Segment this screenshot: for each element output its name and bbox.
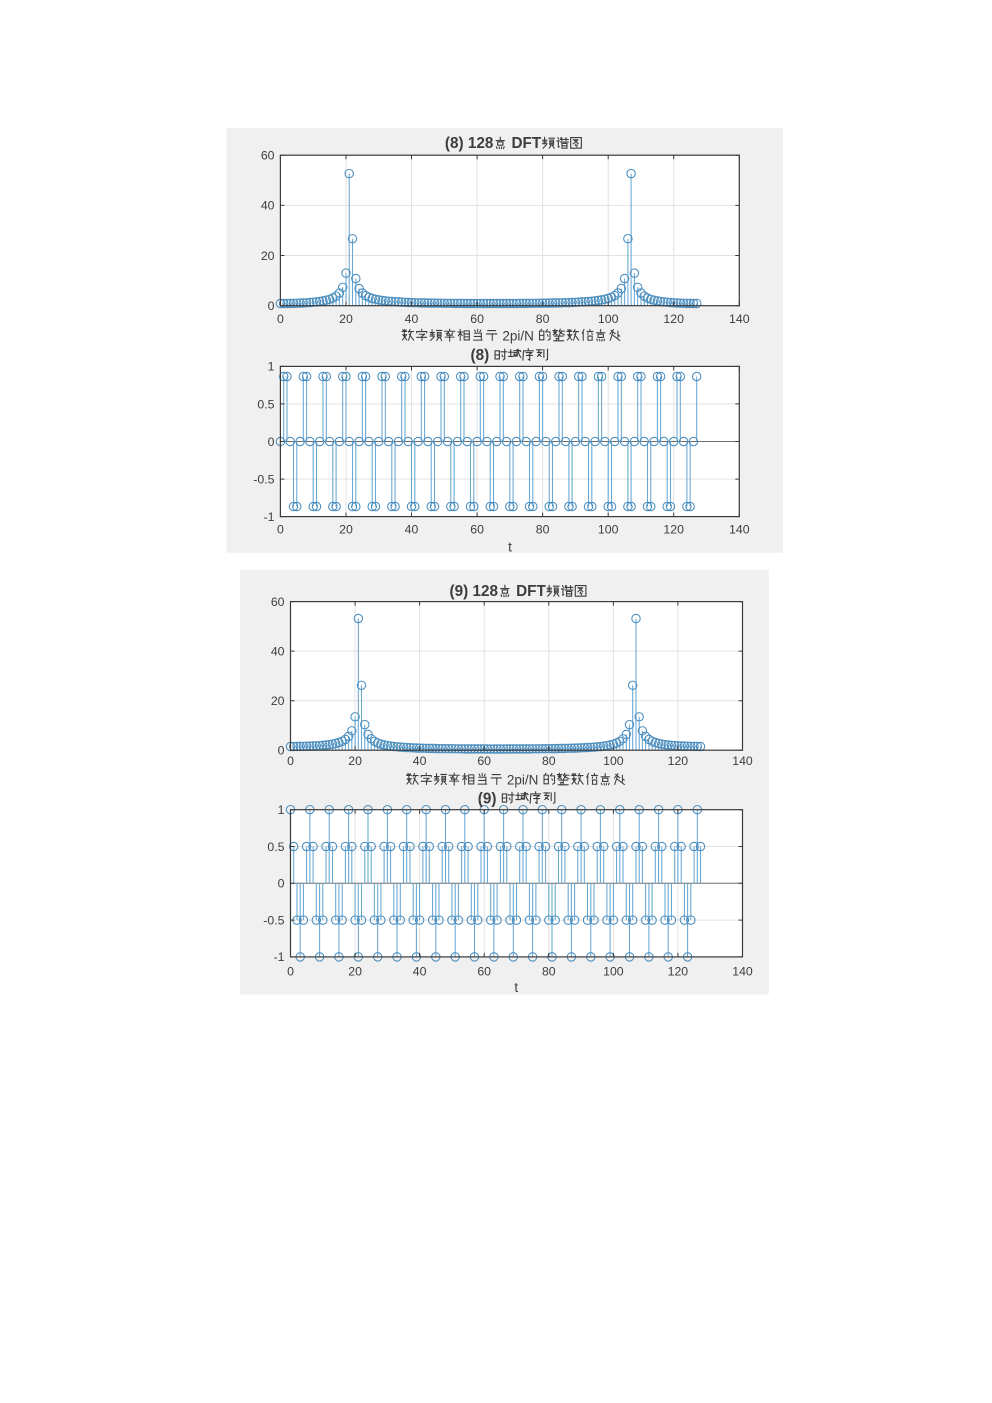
svg-text:100: 100 bbox=[598, 523, 619, 537]
svg-text:2pi/N: 2pi/N bbox=[507, 773, 539, 788]
svg-text:40: 40 bbox=[261, 199, 275, 213]
svg-text:60: 60 bbox=[477, 754, 491, 768]
svg-text:60: 60 bbox=[470, 523, 484, 537]
svg-text:-1: -1 bbox=[264, 510, 275, 524]
svg-text:(8): (8) bbox=[471, 347, 490, 364]
svg-text:140: 140 bbox=[732, 754, 753, 768]
svg-text:40: 40 bbox=[271, 644, 285, 658]
svg-text:120: 120 bbox=[663, 312, 684, 326]
svg-text:20: 20 bbox=[261, 249, 275, 263]
svg-text:120: 120 bbox=[663, 523, 684, 537]
svg-text:1: 1 bbox=[268, 360, 275, 374]
svg-text:-1: -1 bbox=[274, 950, 285, 964]
svg-text:60: 60 bbox=[271, 595, 285, 609]
svg-text:1: 1 bbox=[278, 803, 285, 817]
svg-text:20: 20 bbox=[339, 523, 353, 537]
svg-text:0: 0 bbox=[287, 754, 294, 768]
svg-text:80: 80 bbox=[536, 312, 550, 326]
svg-text:DFT: DFT bbox=[512, 135, 542, 152]
svg-text:(9) 128: (9) 128 bbox=[450, 583, 499, 600]
svg-text:60: 60 bbox=[470, 312, 484, 326]
svg-text:140: 140 bbox=[732, 965, 753, 979]
svg-text:40: 40 bbox=[405, 312, 419, 326]
svg-text:20: 20 bbox=[348, 754, 362, 768]
svg-text:60: 60 bbox=[261, 149, 275, 163]
svg-text:40: 40 bbox=[405, 523, 419, 537]
svg-text:-0.5: -0.5 bbox=[253, 472, 274, 486]
svg-text:140: 140 bbox=[729, 312, 750, 326]
svg-text:20: 20 bbox=[348, 965, 362, 979]
svg-text:0: 0 bbox=[278, 744, 285, 758]
svg-text:40: 40 bbox=[413, 965, 427, 979]
svg-text:t: t bbox=[514, 980, 518, 995]
svg-text:80: 80 bbox=[536, 523, 550, 537]
svg-text:100: 100 bbox=[598, 312, 619, 326]
svg-text:120: 120 bbox=[668, 965, 689, 979]
svg-text:80: 80 bbox=[542, 754, 556, 768]
svg-text:0: 0 bbox=[287, 965, 294, 979]
svg-text:0: 0 bbox=[277, 523, 284, 537]
svg-text:0: 0 bbox=[278, 877, 285, 891]
svg-text:140: 140 bbox=[729, 523, 750, 537]
svg-text:0: 0 bbox=[268, 435, 275, 449]
svg-text:(8) 128: (8) 128 bbox=[445, 135, 494, 152]
svg-text:80: 80 bbox=[542, 965, 556, 979]
svg-text:-0.5: -0.5 bbox=[263, 913, 284, 927]
svg-text:(9): (9) bbox=[478, 790, 497, 807]
svg-text:120: 120 bbox=[668, 754, 689, 768]
svg-text:20: 20 bbox=[339, 312, 353, 326]
svg-text:0: 0 bbox=[277, 312, 284, 326]
svg-text:100: 100 bbox=[603, 965, 624, 979]
svg-text:t: t bbox=[508, 540, 512, 555]
svg-text:20: 20 bbox=[271, 694, 285, 708]
svg-text:DFT: DFT bbox=[516, 583, 546, 600]
svg-text:100: 100 bbox=[603, 754, 624, 768]
svg-text:40: 40 bbox=[413, 754, 427, 768]
svg-text:2pi/N: 2pi/N bbox=[502, 329, 534, 344]
svg-text:0.5: 0.5 bbox=[257, 397, 274, 411]
svg-text:0: 0 bbox=[268, 299, 275, 313]
svg-text:0.5: 0.5 bbox=[267, 840, 284, 854]
svg-text:60: 60 bbox=[477, 965, 491, 979]
